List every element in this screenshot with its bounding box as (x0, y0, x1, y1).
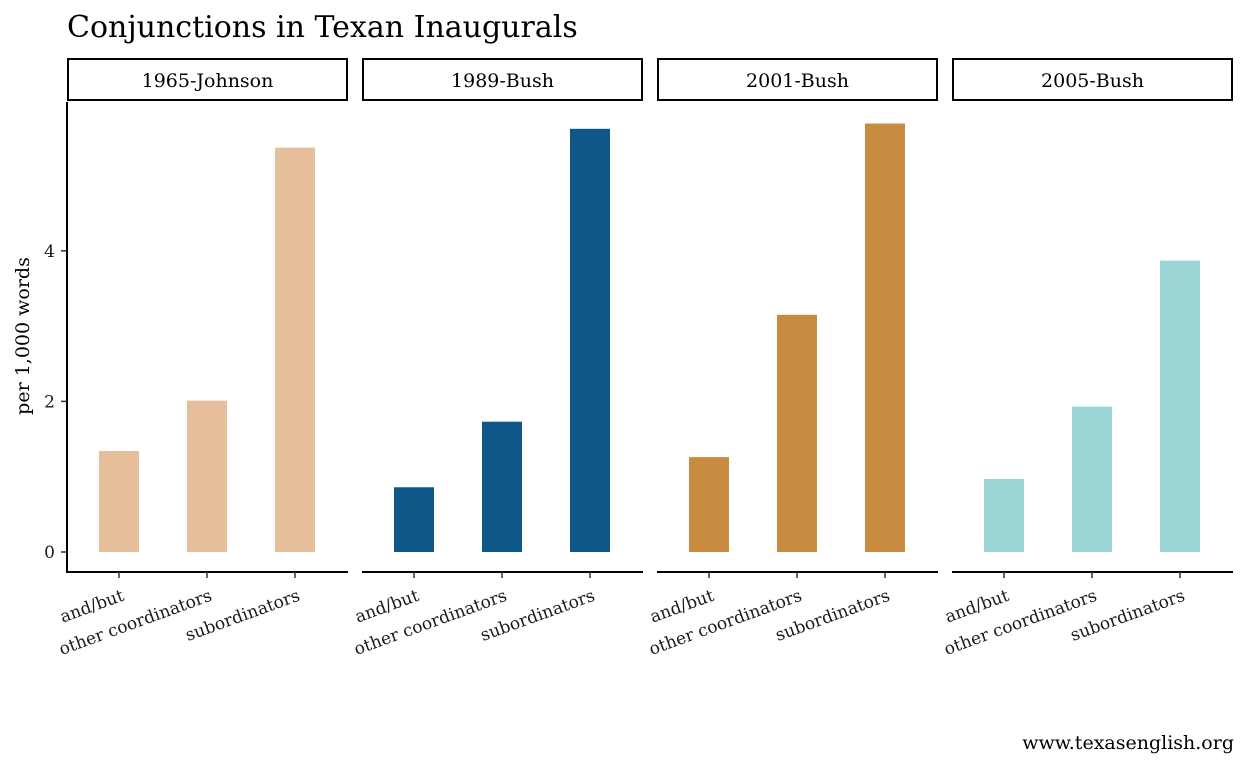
panel-strip-label: 2001-Bush (746, 70, 849, 92)
x-tick-label: other coordinators (352, 586, 510, 660)
panel-strip (67, 58, 348, 101)
bar (984, 478, 1024, 552)
x-tick-label: other coordinators (57, 586, 215, 660)
bar (1160, 260, 1200, 552)
y-tick-label: 2 (44, 392, 55, 412)
panel-strip (952, 58, 1233, 101)
panel-strip-label: 1965-Johnson (142, 70, 274, 92)
bar (689, 457, 729, 552)
y-axis: 0 2 4 (44, 102, 68, 573)
bar (865, 123, 905, 552)
bar (187, 400, 227, 552)
bar (777, 314, 817, 552)
bar (1072, 406, 1112, 552)
x-tick-label: other coordinators (647, 586, 805, 660)
panel-strip-label: 2005-Bush (1041, 70, 1144, 92)
bar (482, 421, 522, 552)
panel-strip (362, 58, 643, 101)
chart-title: Conjunctions in Texan Inaugurals (67, 10, 578, 45)
x-tick-label: other coordinators (942, 586, 1100, 660)
panel-strip-label: 1989-Bush (451, 70, 554, 92)
bar (99, 451, 139, 552)
y-tick-label: 4 (44, 242, 55, 262)
panel-strip (657, 58, 938, 101)
bar (394, 487, 434, 552)
bar (570, 128, 610, 552)
y-tick-label: 0 (44, 543, 55, 563)
y-axis-label: per 1,000 words (12, 257, 34, 415)
caption: www.texasenglish.org (1022, 732, 1234, 754)
bar (275, 147, 315, 552)
